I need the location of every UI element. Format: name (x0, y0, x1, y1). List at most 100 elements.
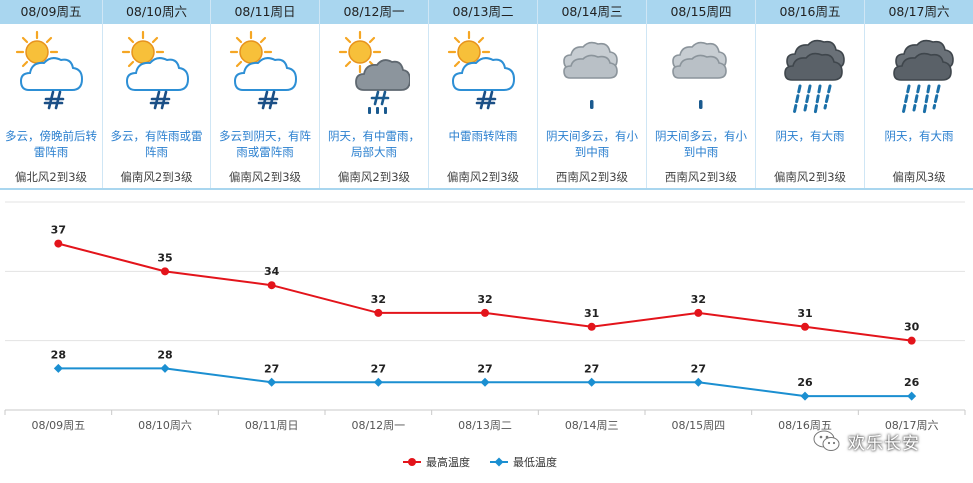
wind-info: 偏南风2到3级 (120, 170, 193, 184)
wind-info: 西南风2到3级 (555, 170, 629, 184)
day-date: 08/12周一 (320, 0, 428, 24)
legend-low-label: 最低温度 (513, 455, 557, 469)
low-temp-label: 27 (691, 362, 706, 375)
weather-description: 多云，傍晚前后转雷阵雨 (5, 129, 97, 159)
forecast-day: 08/11周日 多云到阴天，有阵雨或雷阵雨 偏南风2到3级 (211, 0, 320, 188)
day-date: 08/17周六 (865, 0, 973, 24)
high-temp-point (801, 322, 809, 331)
x-tick-label: 08/16周五 (778, 419, 832, 432)
forecast-strip: 08/09周五 多云，傍晚前后转雷阵雨 偏北风2到3级 08/10周六 (0, 0, 973, 190)
wind-info: 偏南风3级 (892, 170, 946, 184)
day-date: 08/15周四 (647, 0, 755, 24)
forecast-day: 08/16周五 阴天，有大雨 偏南风2到3级 (756, 0, 865, 188)
low-temp-label: 28 (51, 348, 66, 361)
x-tick-label: 08/17周六 (885, 419, 939, 432)
low-temp-label: 26 (797, 376, 813, 389)
high-temp-point (374, 308, 383, 317)
high-temp-label: 34 (264, 265, 280, 278)
low-temp-label: 27 (264, 362, 279, 375)
low-temp-label: 27 (584, 362, 599, 375)
high-temp-label: 31 (584, 307, 599, 320)
dark-cloud-heavy-rain-icon (756, 30, 864, 118)
low-temp-point (480, 377, 490, 387)
wind-info: 偏南风2到3级 (773, 170, 847, 184)
wind-info: 偏北风2到3级 (14, 170, 88, 184)
low-temp-point (800, 391, 810, 401)
forecast-day: 08/15周四 阴天间多云，有小到中雨 西南风2到3级 (647, 0, 756, 188)
low-temp-point (160, 363, 170, 373)
partly-cloudy-thunderstorm-icon (0, 30, 102, 118)
low-temp-label: 27 (477, 362, 492, 375)
high-temp-label: 32 (691, 293, 706, 306)
low-temp-point (693, 377, 703, 387)
weather-description: 阴天，有大雨 (775, 129, 845, 143)
wind-info: 偏南风2到3级 (337, 170, 411, 184)
high-temp-point (54, 239, 63, 248)
wind-info: 偏南风2到3级 (228, 170, 302, 184)
high-temp-point (161, 267, 169, 276)
low-temp-point (907, 391, 917, 401)
dark-cloud-heavy-rain-icon (865, 30, 973, 118)
high-temp-point (694, 308, 703, 317)
partly-cloudy-thunderstorm-icon (429, 30, 537, 118)
x-tick-label: 08/11周日 (245, 419, 299, 432)
high-temp-point (907, 336, 916, 345)
x-tick-label: 08/12周一 (351, 419, 405, 432)
high-temp-point (481, 308, 489, 317)
x-tick-label: 08/14周三 (565, 419, 619, 432)
low-temp-point (587, 377, 597, 387)
low-temp-label: 26 (904, 376, 920, 389)
low-temp-point (267, 377, 277, 387)
watermark: 欢乐长安 (812, 425, 920, 457)
partly-cloudy-thunderstorm-icon (211, 30, 319, 118)
wechat-logo-icon (813, 430, 840, 451)
high-temp-point (587, 322, 596, 331)
x-tick-label: 08/13周二 (458, 419, 512, 432)
watermark-text: 欢乐长安 (848, 433, 920, 454)
forecast-day: 08/12周一 阴天，有中雷雨，局部大雨 偏南风2到3级 (320, 0, 429, 188)
high-temp-label: 35 (157, 251, 172, 264)
forecast-day: 08/10周六 多云，有阵雨或雷阵雨 偏南风2到3级 (103, 0, 211, 188)
x-tick-label: 08/15周四 (671, 419, 725, 432)
high-temp-label: 32 (371, 293, 386, 306)
legend-high-label: 最高温度 (426, 455, 470, 469)
weather-description: 中雷雨转阵雨 (448, 129, 518, 143)
low-temp-label: 28 (157, 348, 172, 361)
partly-cloudy-thunderstorm-icon (103, 30, 210, 118)
forecast-day: 08/13周二 中雷雨转阵雨 偏南风2到3级 (429, 0, 538, 188)
high-temp-point (267, 281, 276, 290)
day-date: 08/09周五 (0, 0, 102, 24)
x-tick-label: 08/09周五 (31, 419, 85, 432)
cloud-light-rain-icon (647, 30, 755, 118)
temperature-line-chart: 08/09周五 08/10周六 08/11周日 08/12周一 08/13周二 08/14… (4, 201, 966, 469)
wind-info: 西南风2到3级 (664, 170, 738, 184)
legend-high-marker (408, 458, 416, 466)
forecast-day: 08/17周六 阴天，有大雨 偏南风3级 (865, 0, 973, 188)
low-temp-point (373, 377, 383, 387)
day-date: 08/14周三 (538, 0, 646, 24)
day-date: 08/10周六 (103, 0, 210, 24)
x-tick-label: 08/10周六 (138, 419, 192, 432)
high-temp-label: 31 (797, 307, 812, 320)
cloud-light-rain-icon (538, 30, 646, 118)
weather-description: 阴天，有中雷雨，局部大雨 (328, 129, 420, 159)
day-date: 08/16周五 (756, 0, 864, 24)
sun-dark-cloud-thunder-rain-icon (320, 30, 428, 118)
day-date: 08/13周二 (429, 0, 537, 24)
high-temp-label: 37 (51, 224, 66, 237)
high-temp-label: 30 (904, 321, 920, 334)
temperature-chart: 08/09周五 08/10周六 08/11周日 08/12周一 08/13周二 08/14… (0, 194, 973, 483)
legend-low-marker (494, 457, 504, 467)
forecast-day: 08/09周五 多云，傍晚前后转雷阵雨 偏北风2到3级 (0, 0, 103, 188)
low-temp-label: 27 (371, 362, 386, 375)
weather-description: 阴天，有大雨 (884, 129, 954, 143)
wind-info: 偏南风2到3级 (446, 170, 520, 184)
weather-description: 阴天间多云，有小到中雨 (546, 129, 638, 159)
high-temp-label: 32 (477, 293, 492, 306)
weather-description: 多云到阴天，有阵雨或雷阵雨 (219, 129, 311, 159)
weather-description: 阴天间多云，有小到中雨 (655, 129, 747, 159)
forecast-day: 08/14周三 阴天间多云，有小到中雨 西南风2到3级 (538, 0, 647, 188)
weather-description: 多云，有阵雨或雷阵雨 (110, 129, 203, 159)
low-temp-point (53, 363, 63, 373)
day-date: 08/11周日 (211, 0, 319, 24)
